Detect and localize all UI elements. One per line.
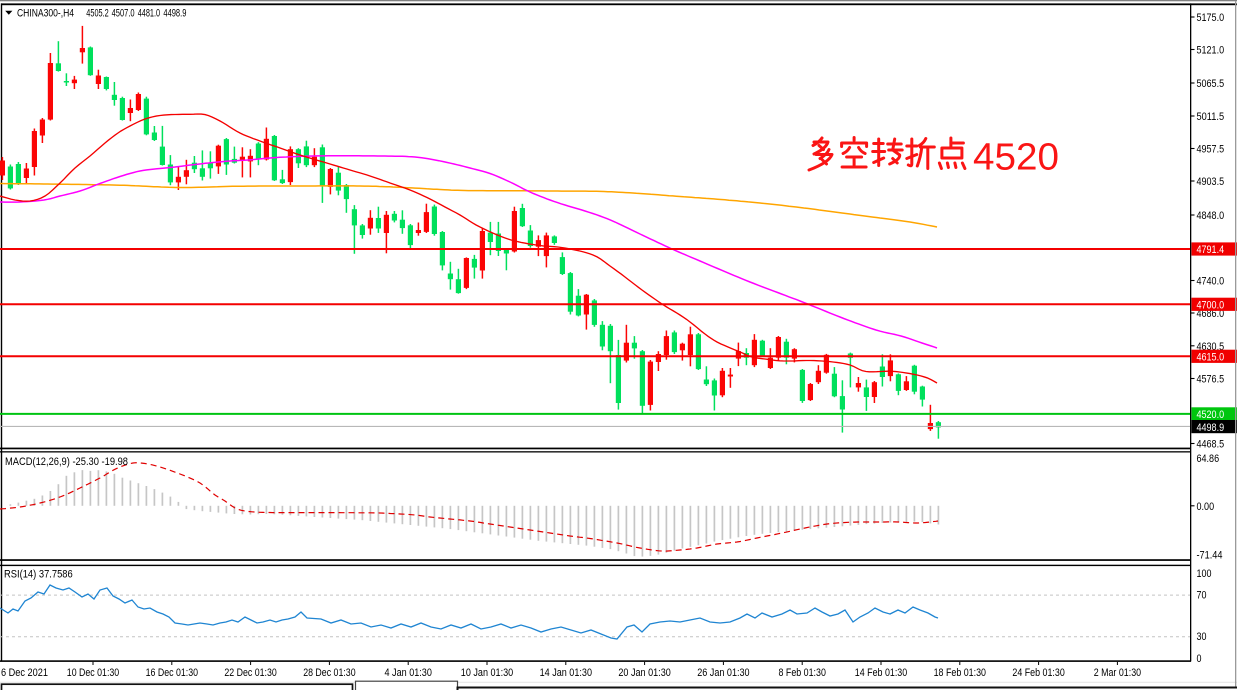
svg-text:4791.4: 4791.4 — [1197, 244, 1225, 256]
svg-text:RSI(14) 37.7586: RSI(14) 37.7586 — [4, 569, 73, 581]
svg-text:MACD(12,26,9) -25.30 -19.98: MACD(12,26,9) -25.30 -19.98 — [5, 456, 128, 468]
svg-text:4615.0: 4615.0 — [1197, 352, 1225, 364]
svg-text:4468.5: 4468.5 — [1197, 439, 1225, 451]
svg-text:24 Feb 01:30: 24 Feb 01:30 — [1012, 667, 1064, 679]
svg-text:10 Dec 01:30: 10 Dec 01:30 — [67, 667, 119, 679]
svg-text:5011.5: 5011.5 — [1197, 111, 1225, 123]
svg-text:6 Dec 2021: 6 Dec 2021 — [1, 667, 48, 679]
svg-text:4740.0: 4740.0 — [1197, 276, 1225, 288]
svg-text:14 Feb 01:30: 14 Feb 01:30 — [855, 667, 907, 679]
svg-text:4 Jan 01:30: 4 Jan 01:30 — [385, 667, 432, 679]
svg-text:22 Dec 01:30: 22 Dec 01:30 — [224, 667, 276, 679]
svg-text:100: 100 — [1197, 568, 1212, 580]
svg-text:0.00: 0.00 — [1197, 501, 1215, 513]
svg-text:28 Dec 01:30: 28 Dec 01:30 — [303, 667, 355, 679]
svg-text:4520.0: 4520.0 — [1197, 409, 1225, 421]
svg-text:4498.9: 4498.9 — [1197, 422, 1225, 434]
svg-text:70: 70 — [1197, 590, 1207, 602]
svg-text:8 Feb 01:30: 8 Feb 01:30 — [779, 667, 826, 679]
svg-text:4505.2: 4505.2 — [86, 7, 108, 19]
svg-text:4507.0: 4507.0 — [112, 7, 135, 19]
svg-text:CHINA300-,H4: CHINA300-,H4 — [17, 7, 74, 19]
svg-text:5065.5: 5065.5 — [1197, 78, 1225, 90]
svg-text:0: 0 — [1197, 653, 1202, 665]
svg-text:16 Dec 01:30: 16 Dec 01:30 — [146, 667, 198, 679]
svg-text:5175.0: 5175.0 — [1197, 12, 1225, 24]
svg-text:5121.0: 5121.0 — [1197, 45, 1225, 57]
svg-text:10 Jan 01:30: 10 Jan 01:30 — [461, 667, 513, 679]
svg-text:4957.5: 4957.5 — [1197, 144, 1225, 156]
svg-text:14 Jan 01:30: 14 Jan 01:30 — [540, 667, 592, 679]
svg-text:4903.5: 4903.5 — [1197, 176, 1225, 188]
svg-text:4520: 4520 — [973, 137, 1059, 179]
svg-text:-71.44: -71.44 — [1197, 549, 1223, 561]
svg-text:4700.0: 4700.0 — [1197, 300, 1225, 312]
svg-text:4498.9: 4498.9 — [163, 7, 186, 19]
svg-text:18 Feb 01:30: 18 Feb 01:30 — [934, 667, 986, 679]
svg-text:20 Jan 01:30: 20 Jan 01:30 — [618, 667, 670, 679]
svg-text:4848.0: 4848.0 — [1197, 210, 1225, 222]
svg-text:4481.0: 4481.0 — [138, 7, 160, 19]
svg-text:2 Mar 01:30: 2 Mar 01:30 — [1094, 667, 1141, 679]
svg-text:4576.5: 4576.5 — [1197, 374, 1225, 386]
svg-text:30: 30 — [1197, 631, 1207, 643]
svg-text:26 Jan 01:30: 26 Jan 01:30 — [697, 667, 749, 679]
svg-text:64.86: 64.86 — [1197, 453, 1220, 465]
